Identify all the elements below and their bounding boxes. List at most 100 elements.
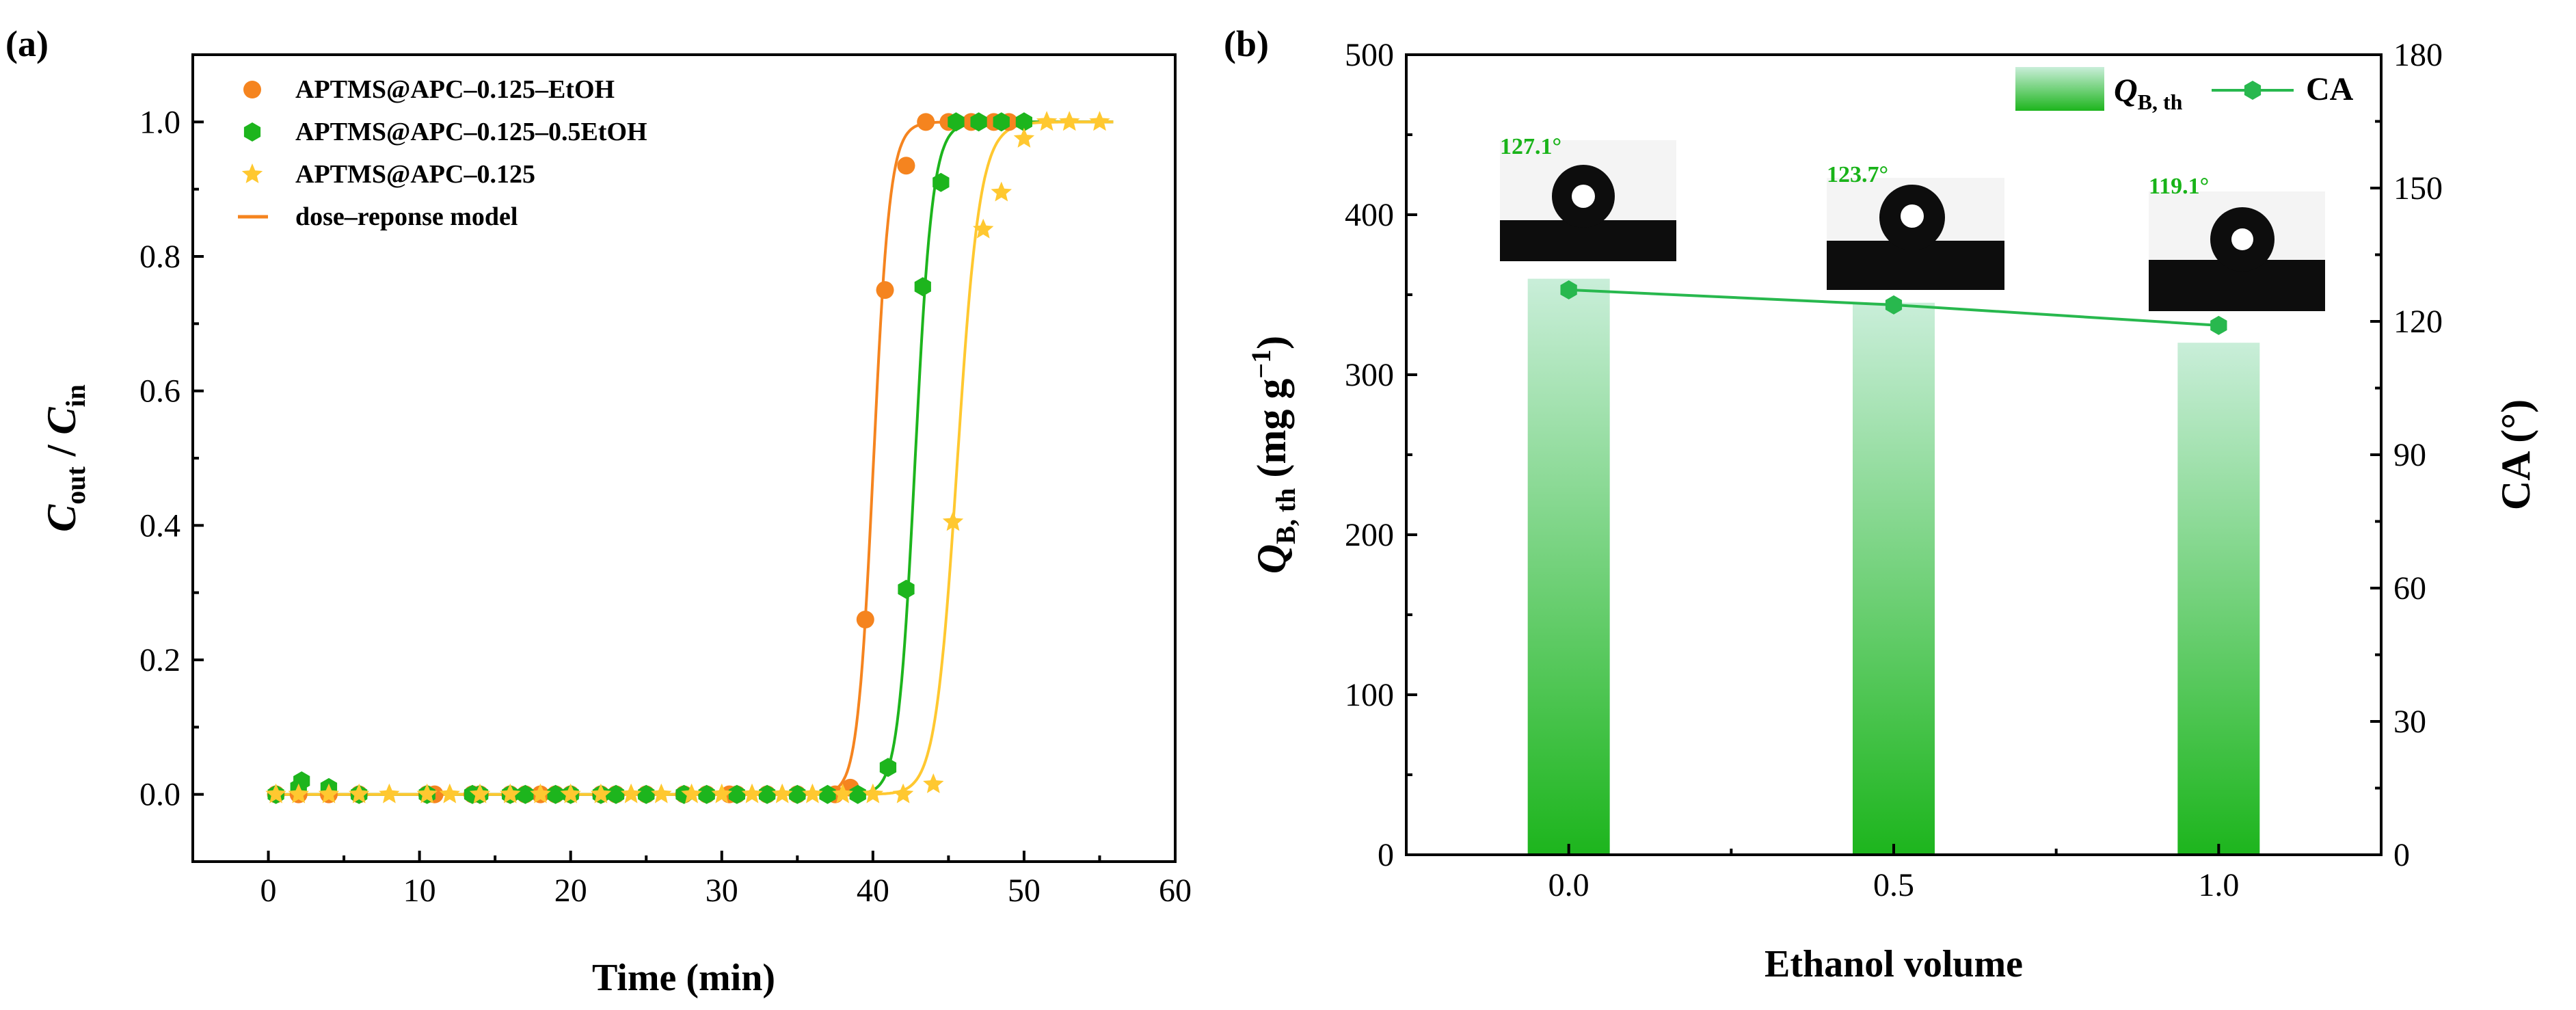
data-point <box>802 783 823 803</box>
y-tick-label: 150 <box>2393 170 2443 207</box>
data-point <box>917 113 935 131</box>
y-tick-label: 0 <box>1378 837 1394 873</box>
panel-a-points <box>265 111 1110 804</box>
panel-a-y-title: Cout / Cin <box>39 384 91 532</box>
x-tick-label: 0.5 <box>1873 867 1914 903</box>
data-point <box>970 112 987 132</box>
ca-annotation: 123.7° <box>1827 162 1888 187</box>
y-tick-label: 0.2 <box>139 642 180 678</box>
data-point <box>819 784 836 804</box>
data-point <box>933 172 950 192</box>
data-point <box>789 784 806 804</box>
data-point <box>379 783 400 803</box>
y-tick-label: 60 <box>2393 570 2426 607</box>
y-tick-label: 0.8 <box>139 239 180 275</box>
data-point <box>973 218 994 239</box>
legend-marks <box>238 81 268 219</box>
x-tick-label: 30 <box>706 873 738 909</box>
data-point <box>1036 111 1058 131</box>
x-tick-label: 20 <box>554 873 587 909</box>
legend-bar-swatch <box>2015 67 2104 111</box>
data-point <box>607 784 625 804</box>
data-point <box>288 783 309 803</box>
droplet-photo <box>1827 178 2004 290</box>
data-point <box>698 784 715 804</box>
panel-a-legend: APTMS@APC–0.125–EtOH APTMS@APC–0.125–0.5… <box>238 75 647 231</box>
panel-b-left-axis: 0 100 200 300 400 500 <box>1345 37 1417 873</box>
y-tick-label: 1.0 <box>139 104 180 140</box>
data-point <box>439 783 460 803</box>
legend-label: CA <box>2306 71 2354 107</box>
y-tick-label: 120 <box>2393 304 2443 340</box>
y-tick-label: 200 <box>1345 517 1394 553</box>
data-point <box>1059 111 1080 131</box>
panel-b-right-y-title: CA (°) <box>2493 399 2538 510</box>
panel-b-left-y-title: QB, th (mg g−1) <box>1246 336 1301 574</box>
ca-annotation: 119.1° <box>2149 174 2209 199</box>
bar <box>1527 278 1610 855</box>
droplet-photo <box>1500 140 1676 261</box>
data-point <box>772 783 793 803</box>
data-point <box>1089 111 1110 131</box>
panel-b-bars <box>1527 278 2260 855</box>
y-tick-label: 0 <box>2393 837 2410 873</box>
bar <box>2177 343 2260 855</box>
data-point <box>923 773 944 793</box>
ca-annotation: 127.1° <box>1500 134 1561 159</box>
data-point <box>876 281 894 300</box>
legend-marker <box>243 81 261 98</box>
legend-label: APTMS@APC–0.125–EtOH <box>295 75 615 104</box>
data-point <box>862 783 884 803</box>
data-point <box>500 783 521 803</box>
panel-b: (b) 0.0 0.5 1.0 0 100 200 300 400 500 0 30 60 90 12… <box>1224 23 2538 985</box>
data-point <box>892 783 914 803</box>
y-tick-label: 300 <box>1345 357 1394 393</box>
data-point <box>879 758 897 778</box>
y-tick-label: 30 <box>2393 704 2426 740</box>
droplet-photo <box>2149 191 2325 311</box>
data-point <box>832 783 853 803</box>
data-point <box>681 783 702 803</box>
x-tick-label: 0 <box>260 873 277 909</box>
data-point <box>517 784 534 804</box>
data-point <box>547 784 564 804</box>
data-point <box>914 277 931 297</box>
data-point <box>711 783 732 803</box>
panel-a: (a) 0 10 20 30 40 50 60 0.0 0.2 0.4 0.6 0.8 1.0 Tim… <box>5 23 1192 999</box>
data-point <box>898 579 915 599</box>
y-tick-label: 90 <box>2393 437 2426 473</box>
data-point <box>318 783 340 803</box>
data-point <box>993 112 1010 132</box>
legend-marker <box>243 122 261 142</box>
data-point <box>293 771 310 790</box>
panel-a-y-axis: 0.0 0.2 0.4 0.6 0.8 1.0 <box>139 104 204 863</box>
data-point <box>265 783 286 803</box>
panel-b-x-title: Ethanol volume <box>1765 943 2023 985</box>
data-point <box>560 783 581 803</box>
data-point <box>620 783 642 803</box>
y-tick-label: 180 <box>2393 37 2443 73</box>
data-point <box>1015 112 1032 132</box>
x-tick-label: 10 <box>403 873 436 909</box>
legend-line-swatch <box>2212 81 2294 100</box>
x-tick-label: 1.0 <box>2198 867 2239 903</box>
data-point <box>349 783 370 803</box>
y-tick-label: 500 <box>1345 37 1394 73</box>
legend-label: APTMS@APC–0.125–0.5EtOH <box>295 118 647 146</box>
data-point <box>948 112 965 132</box>
panel-b-right-axis: 0 30 60 90 120 150 180 <box>2370 37 2443 873</box>
y-tick-label: 100 <box>1345 677 1394 713</box>
legend-label: QB, th <box>2114 72 2183 114</box>
data-point <box>530 783 551 803</box>
data-point <box>469 783 491 803</box>
x-tick-label: 40 <box>857 873 889 909</box>
y-tick-label: 0.6 <box>139 373 180 410</box>
data-point <box>741 783 763 803</box>
legend-marker <box>2244 81 2262 100</box>
y-tick-label: 0.0 <box>139 777 180 813</box>
y-tick-label: 400 <box>1345 197 1394 233</box>
x-tick-label: 0.0 <box>1548 867 1589 903</box>
legend-label: APTMS@APC–0.125 <box>295 160 535 189</box>
panel-b-x-axis: 0.0 0.5 1.0 <box>1405 844 2383 903</box>
